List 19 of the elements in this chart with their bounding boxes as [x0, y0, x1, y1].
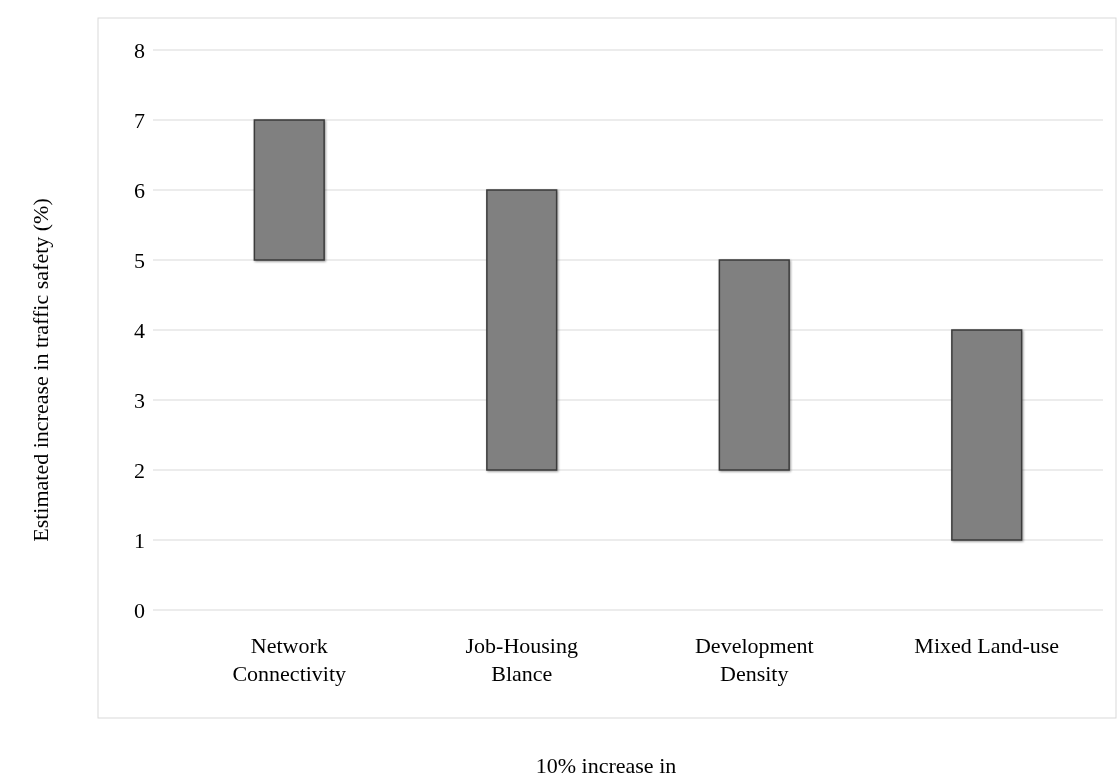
y-tick-label: 3	[134, 387, 145, 413]
y-tick-label: 0	[134, 597, 145, 623]
y-axis-title: Estimated increase in traffic safety (%)	[28, 198, 53, 542]
y-tick-label: 1	[134, 527, 145, 553]
y-tick-label: 4	[134, 317, 145, 343]
bar	[253, 119, 325, 261]
y-tick-label: 5	[134, 247, 145, 273]
bar	[951, 329, 1023, 541]
x-tick-label: Development Density	[694, 633, 814, 686]
bar	[718, 259, 790, 471]
y-tick-label: 2	[134, 457, 145, 483]
x-axis-title: 10% increase in	[535, 753, 677, 778]
y-tick-label: 7	[134, 107, 145, 133]
x-tick-label: Mixed Land-use	[914, 633, 1060, 658]
y-tick-label: 6	[134, 177, 145, 203]
y-tick-label: 8	[134, 37, 145, 63]
x-tick-label: Job-Housing Blance	[465, 633, 578, 686]
x-tick-label: Network Connectivity	[232, 633, 347, 686]
bar	[486, 189, 558, 471]
